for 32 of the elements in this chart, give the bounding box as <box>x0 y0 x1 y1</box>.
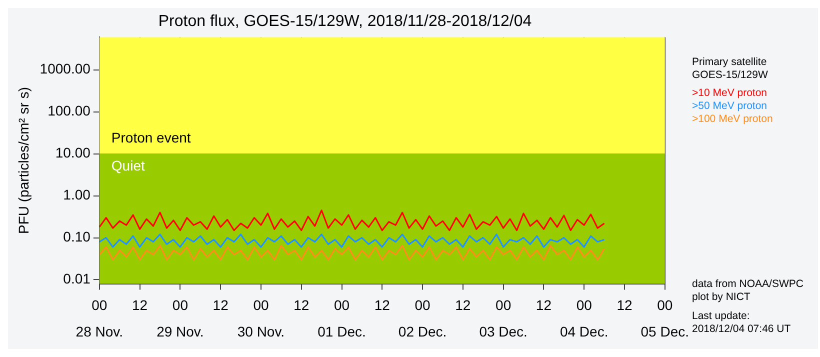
x-tick-label: 12 <box>374 296 390 313</box>
text: >10 MeV proton <box>692 87 768 100</box>
x-tick-label: 00 28 Nov. <box>76 296 124 340</box>
chart-title: Proton flux, GOES-15/129W, 2018/11/28-2018/12/04 <box>158 13 532 30</box>
text: Last update: 2018/12/04 07:46 UT <box>692 310 792 336</box>
legend-title: Primary satellite GOES-15/129W <box>692 56 769 82</box>
x-tick-label: 00 04 Dec. <box>560 296 608 340</box>
x-tick-label: 00 03 Dec. <box>479 296 528 340</box>
x-tick-label: 12 <box>536 296 552 313</box>
x-tick-label: 00 30 Nov. <box>237 296 285 340</box>
text: data from NOAA/SWPC <box>692 278 804 291</box>
x-tick-label: 00 29 Nov. <box>156 296 204 340</box>
y-tick-label: 0.01 <box>63 270 91 287</box>
x-tick-label: 12 <box>294 296 310 313</box>
y-tick-label: 10.00 <box>55 144 91 161</box>
y-tick-label: 1000.00 <box>40 60 91 77</box>
band-label: Proton event <box>111 130 191 146</box>
y-axis-title: PFU (particles/cm² sr s) <box>15 87 32 234</box>
x-tick-label: 00 01 Dec. <box>318 296 366 340</box>
x-tick-label: 12 <box>132 296 148 313</box>
x-tick-label: 12 <box>212 296 229 313</box>
y-tick-label: 0.10 <box>63 228 91 245</box>
band-label: Quiet <box>111 158 145 174</box>
x-tick-label: 00 05 Dec. <box>640 296 689 340</box>
x-tick-label: 00 02 Dec. <box>398 296 447 340</box>
y-tick-label: 100.00 <box>48 102 91 119</box>
y-tick-label: 1.00 <box>63 186 91 203</box>
x-tick-label: 12 <box>616 296 632 313</box>
text: >50 MeV proton <box>692 100 768 113</box>
text: plot by NICT <box>692 291 752 304</box>
x-tick-label: 12 <box>455 296 471 313</box>
text: >100 MeV proton <box>692 113 774 126</box>
